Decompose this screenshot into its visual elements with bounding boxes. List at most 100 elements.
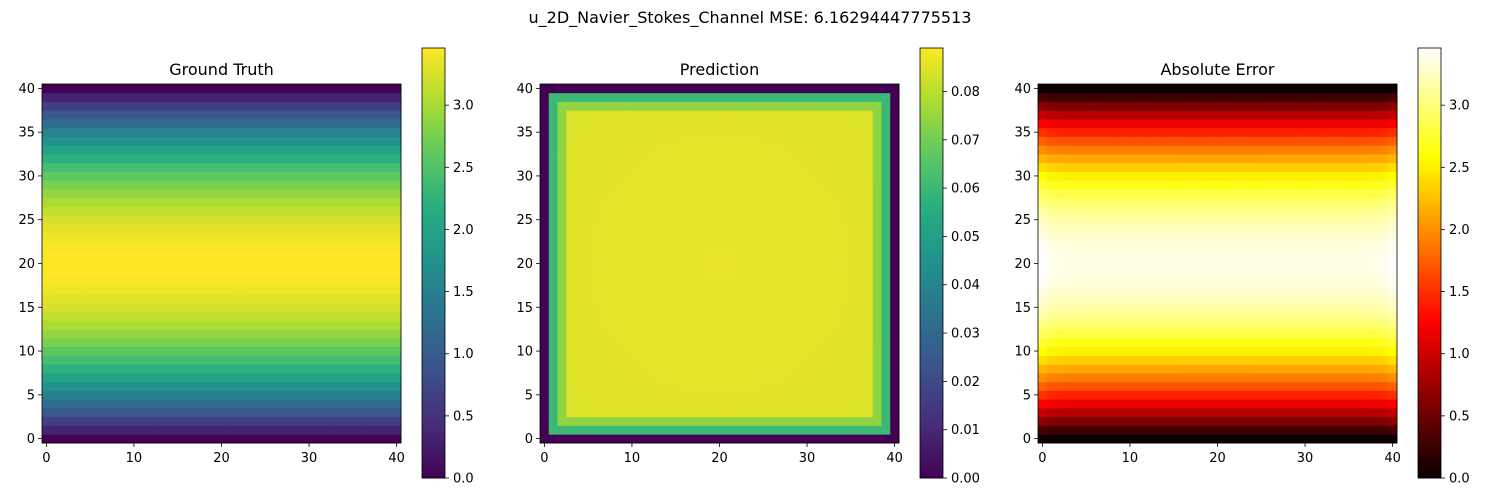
heatmap-cell xyxy=(1221,390,1232,400)
heatmap-cell xyxy=(295,241,306,251)
heatmap-cell xyxy=(155,197,165,207)
heatmap-cell xyxy=(1204,206,1214,216)
heatmap-cell xyxy=(234,399,244,409)
heatmap-cell xyxy=(741,197,751,207)
heatmap-cell xyxy=(322,154,332,164)
heatmap-cell xyxy=(645,180,655,190)
heatmap-cell xyxy=(1204,364,1214,374)
heatmap-cell xyxy=(1221,337,1232,348)
heatmap-cell xyxy=(890,241,900,251)
heatmap-cell xyxy=(645,119,655,129)
heatmap-cell xyxy=(1300,381,1310,391)
heatmap-cell xyxy=(706,110,716,120)
heatmap-cell xyxy=(1335,285,1345,295)
heatmap-cell xyxy=(287,110,297,120)
heatmap-cell xyxy=(42,399,52,409)
heatmap-cell xyxy=(1143,434,1153,444)
colorbar-tick-label: 0.05 xyxy=(951,230,980,245)
heatmap-cell xyxy=(1116,267,1126,278)
heatmap-cell xyxy=(225,215,236,225)
heatmap-cell xyxy=(1178,320,1188,330)
heatmap-cell xyxy=(1379,346,1389,356)
heatmap-cell xyxy=(322,145,332,155)
heatmap-cell xyxy=(278,145,288,155)
heatmap-cell xyxy=(1090,259,1100,269)
colorbar-segment xyxy=(422,349,445,354)
heatmap-cell xyxy=(680,127,690,137)
heatmap-cell xyxy=(1186,416,1197,426)
heatmap-cell xyxy=(811,259,821,269)
heatmap-cell xyxy=(610,136,620,146)
heatmap-cell xyxy=(802,215,812,225)
heatmap-cell xyxy=(1195,189,1205,199)
heatmap-cell xyxy=(225,425,236,435)
heatmap-cell xyxy=(1204,294,1214,304)
heatmap-cell xyxy=(1064,232,1074,243)
heatmap-cell xyxy=(1291,399,1302,409)
heatmap-cell xyxy=(1256,311,1267,321)
heatmap-cell xyxy=(723,346,734,356)
heatmap-cell xyxy=(1344,294,1354,304)
heatmap-cell xyxy=(828,416,839,426)
heatmap-cell xyxy=(811,232,821,243)
heatmap-cell xyxy=(1335,197,1345,207)
heatmap-cell xyxy=(234,329,244,339)
heatmap-cell xyxy=(610,434,620,444)
heatmap-cell xyxy=(1265,364,1275,374)
heatmap-cell xyxy=(287,224,297,234)
heatmap-cell xyxy=(811,302,821,313)
heatmap-cell xyxy=(1116,320,1126,330)
heatmap-cell xyxy=(662,206,672,216)
heatmap-cell xyxy=(741,250,751,260)
heatmap-cell xyxy=(540,416,550,426)
heatmap-cell xyxy=(548,101,558,111)
heatmap-cell xyxy=(1143,320,1153,330)
heatmap-cell xyxy=(77,320,87,330)
heatmap-cell xyxy=(610,250,620,260)
heatmap-cell xyxy=(662,399,672,409)
heatmap-cell xyxy=(662,92,672,102)
heatmap-cell xyxy=(1055,259,1065,269)
y-tick-label: 20 xyxy=(516,257,533,272)
heatmap-cell xyxy=(1388,434,1398,444)
heatmap-cell xyxy=(653,390,663,400)
heatmap-cell xyxy=(636,276,646,286)
heatmap-cell xyxy=(618,416,628,426)
heatmap-cell xyxy=(855,101,865,111)
heatmap-cell xyxy=(671,320,681,330)
heatmap-cell xyxy=(785,259,795,269)
heatmap-cell xyxy=(42,197,52,207)
heatmap-cell xyxy=(671,364,681,374)
colorbar-segment xyxy=(422,263,445,268)
heatmap-cell xyxy=(548,189,558,199)
heatmap-cell xyxy=(173,320,183,330)
heatmap-cell xyxy=(1160,206,1170,216)
heatmap-cell xyxy=(313,110,323,120)
heatmap-cell xyxy=(1116,372,1126,383)
heatmap-cell xyxy=(872,434,882,444)
heatmap-cell xyxy=(706,364,716,374)
heatmap-cell xyxy=(1151,206,1161,216)
heatmap-cell xyxy=(601,294,611,304)
heatmap-cell xyxy=(1318,337,1328,348)
heatmap-cell xyxy=(1353,259,1363,269)
heatmap-cell xyxy=(1344,416,1354,426)
heatmap-cell xyxy=(881,434,891,444)
heatmap-cell xyxy=(1370,250,1380,260)
heatmap-cell xyxy=(1344,425,1354,435)
heatmap-cell xyxy=(1256,329,1267,339)
heatmap-cell xyxy=(1046,206,1056,216)
heatmap-cell xyxy=(881,101,891,111)
heatmap-cell xyxy=(357,145,367,155)
heatmap-cell xyxy=(383,215,393,225)
heatmap-cell xyxy=(820,329,830,339)
heatmap-cell xyxy=(1291,329,1302,339)
heatmap-cell xyxy=(1239,215,1249,225)
heatmap-cell xyxy=(234,337,244,348)
heatmap-cell xyxy=(566,311,576,321)
heatmap-cell xyxy=(566,267,576,278)
heatmap-cell xyxy=(304,154,314,164)
heatmap-cell xyxy=(723,276,734,286)
heatmap-cell xyxy=(383,206,393,216)
heatmap-cell xyxy=(592,390,602,400)
